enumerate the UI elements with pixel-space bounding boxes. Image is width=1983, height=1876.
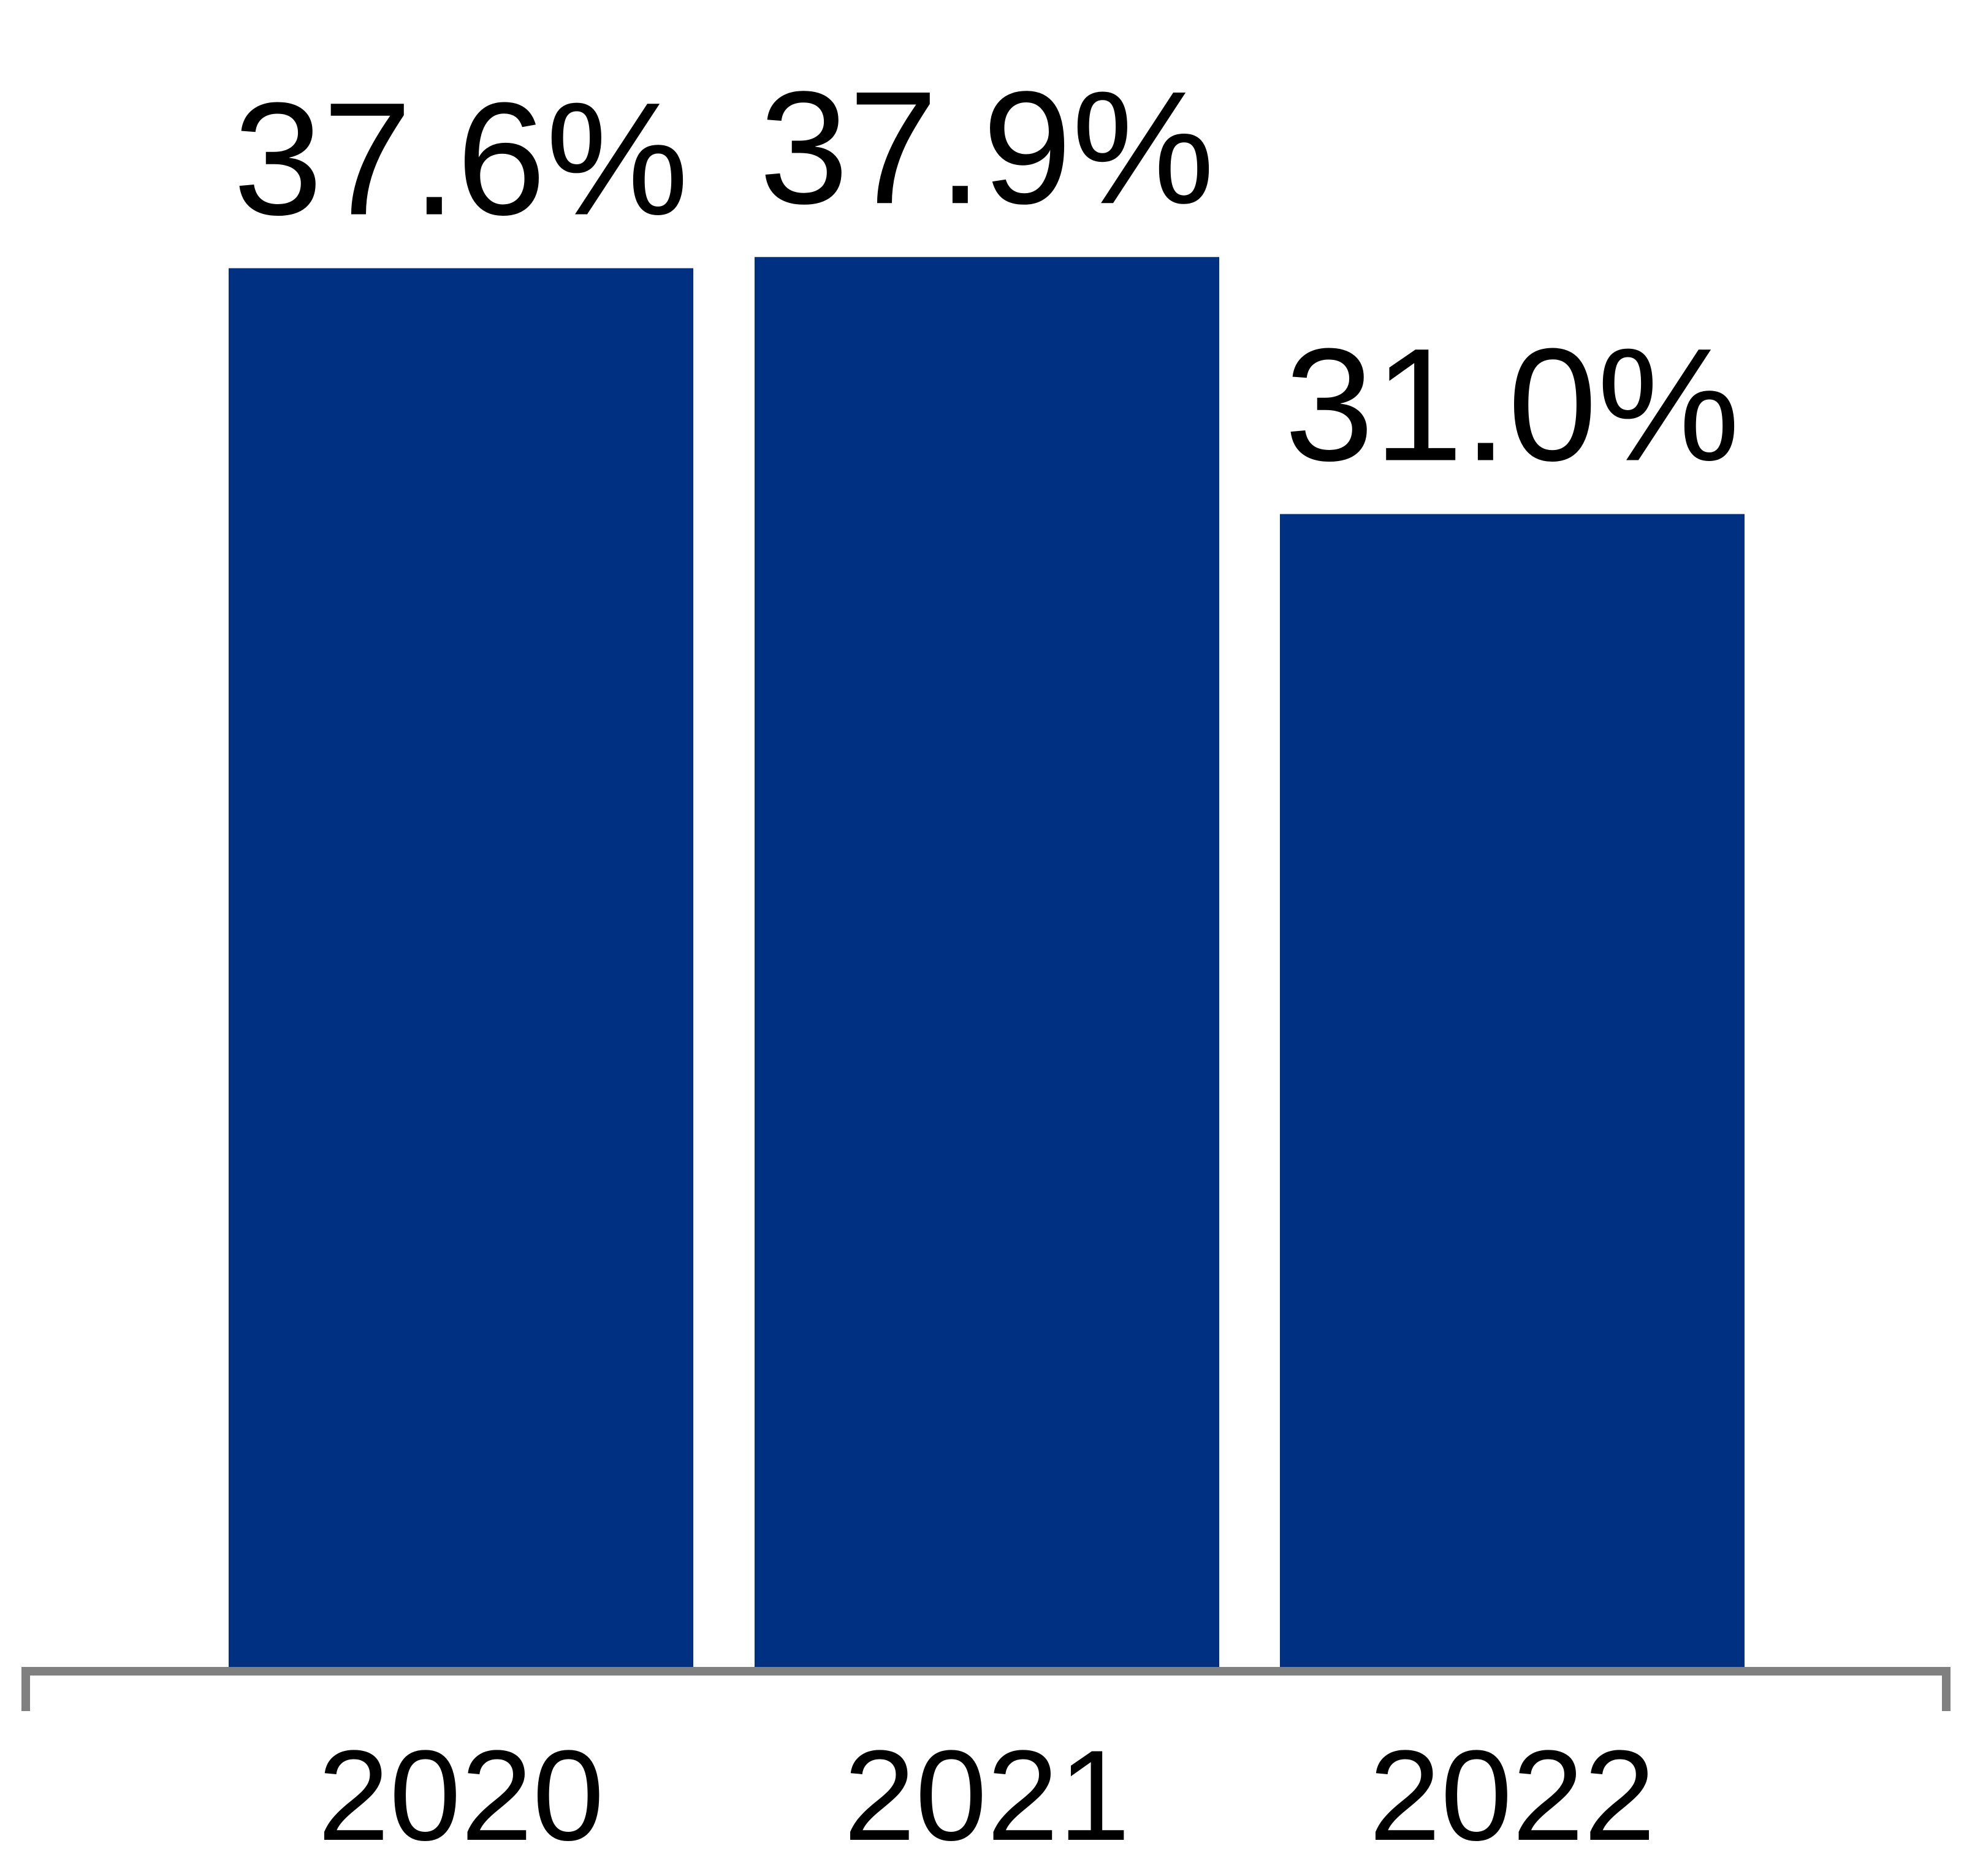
data-label-2022: 31.0%	[1285, 315, 1740, 494]
data-label-2020: 37.6%	[234, 69, 689, 248]
x-axis	[21, 1667, 1951, 1711]
x-tick-label-2021: 2021	[843, 1723, 1130, 1867]
bar-2021	[755, 257, 1219, 1669]
bar-2022	[1280, 514, 1745, 1669]
bars	[229, 257, 1745, 1669]
x-tick-label-2020: 2020	[318, 1723, 604, 1867]
data-label-2021: 37.9%	[759, 58, 1215, 237]
x-tick-label-2022: 2022	[1369, 1723, 1655, 1867]
bar-2020	[229, 268, 693, 1669]
x-axis-line	[21, 1667, 1951, 1711]
x-tick-labels: 2020 2021 2022	[318, 1723, 1655, 1867]
data-labels: 37.6% 37.9% 31.0%	[234, 58, 1740, 494]
